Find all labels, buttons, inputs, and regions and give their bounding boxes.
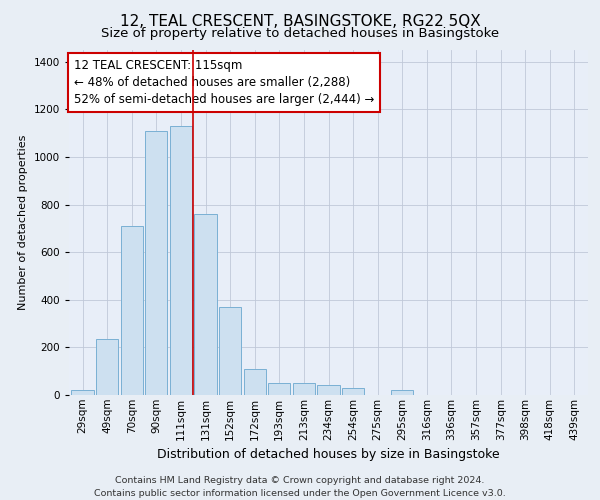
Bar	[145, 131, 167, 395]
Bar	[194, 214, 217, 395]
Text: Size of property relative to detached houses in Basingstoke: Size of property relative to detached ho…	[101, 28, 499, 40]
Bar	[96, 339, 118, 395]
Bar	[121, 226, 143, 395]
Bar	[317, 386, 340, 395]
Y-axis label: Number of detached properties: Number of detached properties	[18, 135, 28, 310]
Text: Contains HM Land Registry data © Crown copyright and database right 2024.
Contai: Contains HM Land Registry data © Crown c…	[94, 476, 506, 498]
Bar	[293, 383, 315, 395]
Bar	[342, 388, 364, 395]
Bar	[391, 390, 413, 395]
Bar	[170, 126, 192, 395]
X-axis label: Distribution of detached houses by size in Basingstoke: Distribution of detached houses by size …	[157, 448, 500, 461]
Bar	[71, 390, 94, 395]
Bar	[268, 383, 290, 395]
Text: 12, TEAL CRESCENT, BASINGSTOKE, RG22 5QX: 12, TEAL CRESCENT, BASINGSTOKE, RG22 5QX	[119, 14, 481, 29]
Text: 12 TEAL CRESCENT: 115sqm
← 48% of detached houses are smaller (2,288)
52% of sem: 12 TEAL CRESCENT: 115sqm ← 48% of detach…	[74, 58, 374, 106]
Bar	[244, 369, 266, 395]
Bar	[219, 307, 241, 395]
